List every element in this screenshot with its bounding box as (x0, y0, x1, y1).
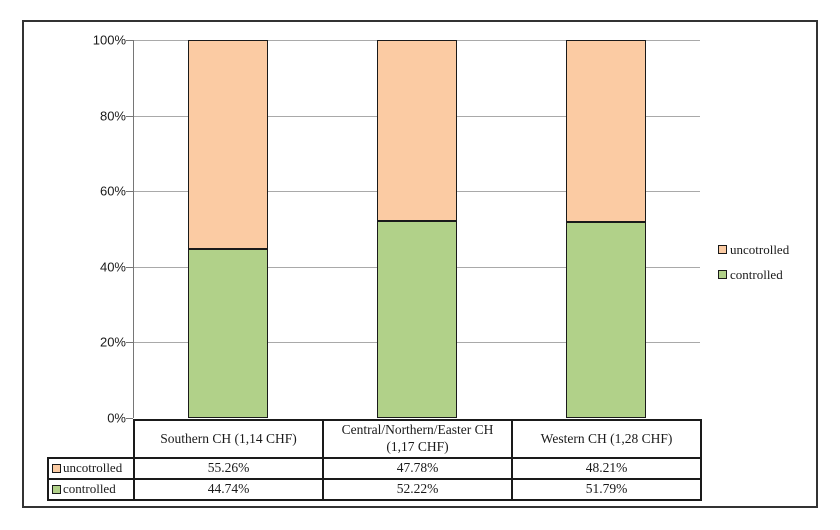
bar-segment-controlled (565, 222, 646, 418)
row-swatch-controlled-icon (52, 485, 61, 495)
bar-segment-uncotrolled (565, 40, 646, 223)
bar-cell (134, 40, 323, 418)
bar-segment-controlled (188, 248, 269, 418)
value-cell: 48.21% (511, 457, 702, 480)
chart-frame: 100% 80% 60% 40% 20% 0% uncotr (22, 20, 818, 508)
y-tick-mark (126, 40, 133, 41)
row-label: controlled (63, 481, 116, 497)
table-corner-cell (48, 420, 134, 458)
row-header-controlled: controlled (47, 478, 135, 501)
y-tick-label: 20% (99, 334, 126, 350)
y-tick-label: 60% (99, 183, 126, 199)
column-header: Central/Northern/Easter CH (1,17 CHF) (322, 419, 513, 459)
stacked-bar (188, 40, 269, 418)
y-tick-mark (126, 116, 133, 117)
value-cell: 55.26% (133, 457, 324, 480)
legend-item-controlled: controlled (718, 266, 789, 283)
legend-swatch-uncontrolled-icon (718, 245, 727, 254)
row-label: uncotrolled (63, 460, 123, 476)
bar-segment-controlled (377, 220, 457, 418)
column-header: Southern CH (1,14 CHF) (133, 419, 324, 459)
y-tick-mark (126, 418, 133, 419)
value-cell: 44.74% (133, 478, 324, 501)
plot-area (133, 40, 700, 418)
stacked-bar (565, 40, 646, 418)
column-header: Western CH (1,28 CHF) (511, 419, 702, 459)
y-tick-mark (126, 342, 133, 343)
value-cell: 47.78% (322, 457, 513, 480)
y-tick-label: 80% (99, 108, 126, 124)
legend-label: controlled (730, 266, 783, 282)
bar-segment-uncotrolled (377, 40, 457, 221)
bar-cell (511, 40, 700, 418)
legend: uncotrolled controlled (718, 241, 789, 283)
legend-swatch-controlled-icon (718, 270, 727, 279)
value-cell: 51.79% (511, 478, 702, 501)
row-swatch-uncontrolled-icon (52, 464, 61, 474)
legend-label: uncotrolled (730, 241, 790, 257)
data-table: Southern CH (1,14 CHF) Central/Northern/… (47, 419, 702, 501)
bars-container (134, 40, 700, 418)
bar-segment-uncotrolled (188, 40, 269, 249)
bar-cell (323, 40, 512, 418)
value-cell: 52.22% (322, 478, 513, 501)
y-tick-mark (126, 191, 133, 192)
y-tick-mark (126, 267, 133, 268)
y-tick-label: 0% (107, 410, 126, 426)
y-tick-label: 100% (92, 32, 126, 48)
stacked-bar (377, 40, 457, 418)
y-tick-label: 40% (99, 259, 126, 275)
row-header-uncontrolled: uncotrolled (47, 457, 135, 480)
legend-item-uncontrolled: uncotrolled (718, 241, 789, 258)
